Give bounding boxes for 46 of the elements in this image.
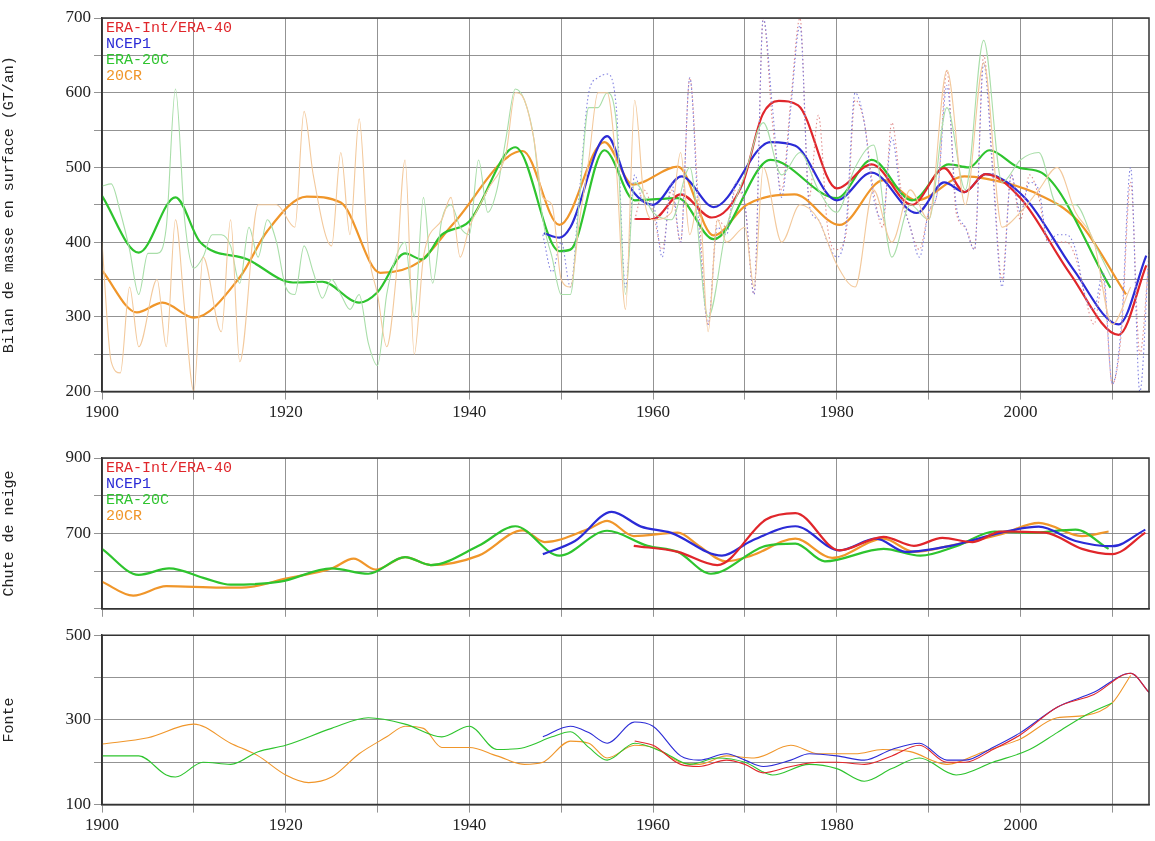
x-tick-label: 2000 <box>1003 815 1038 835</box>
x-tick-label: 1940 <box>452 815 487 835</box>
y-tick-label: 300 <box>65 306 91 326</box>
x-tick-label: 1960 <box>636 402 671 422</box>
text: ERA-Int/ERA-40 <box>106 20 233 38</box>
x-tick-label: 2000 <box>1003 402 1038 422</box>
line-series <box>542 134 1148 326</box>
text: ERA-20C <box>106 492 170 510</box>
y-tick-label: 700 <box>65 7 91 27</box>
y-axis-title: Chute de neige <box>0 470 18 597</box>
line-series <box>102 525 1110 586</box>
x-tick-label: 1980 <box>819 815 854 835</box>
x-tick-label: 1920 <box>268 815 303 835</box>
y-tick-label: 500 <box>65 624 91 644</box>
y-tick-label: 100 <box>65 794 91 814</box>
x-tick-label: 1900 <box>85 815 119 835</box>
line-series <box>102 39 1113 366</box>
line-series <box>541 510 1147 557</box>
y-tick-label: 600 <box>65 82 91 102</box>
line-series <box>102 519 1110 597</box>
y-axis-title: Bilan de masse en surface (GT/an) <box>0 56 18 354</box>
text: 20CR <box>106 508 143 526</box>
y-tick-label: 400 <box>65 231 91 251</box>
line-series <box>634 18 1149 385</box>
line-series <box>102 702 1113 782</box>
x-tick-label: 1920 <box>268 402 303 422</box>
text: ERA-Int/ERA-40 <box>106 460 233 478</box>
x-tick-label: 1980 <box>819 402 854 422</box>
line-series <box>632 511 1147 567</box>
y-tick-label: 900 <box>65 447 91 467</box>
y-axis-title: Fonte <box>0 697 18 743</box>
y-tick-label: 200 <box>65 381 91 401</box>
line-series <box>633 99 1148 336</box>
x-tick-label: 1960 <box>636 815 671 835</box>
y-tick-label: 500 <box>65 156 91 176</box>
x-tick-label: 1900 <box>85 402 119 422</box>
text: 20CR <box>106 68 143 86</box>
line-series <box>634 672 1149 774</box>
line-series <box>102 674 1132 784</box>
text: NCEP1 <box>106 36 152 54</box>
y-tick-label: 700 <box>65 522 91 542</box>
text: NCEP1 <box>106 476 152 494</box>
y-tick-label: 300 <box>65 709 91 729</box>
line-series <box>102 62 1132 392</box>
text: ERA-20C <box>106 52 170 70</box>
x-tick-label: 1940 <box>452 402 487 422</box>
